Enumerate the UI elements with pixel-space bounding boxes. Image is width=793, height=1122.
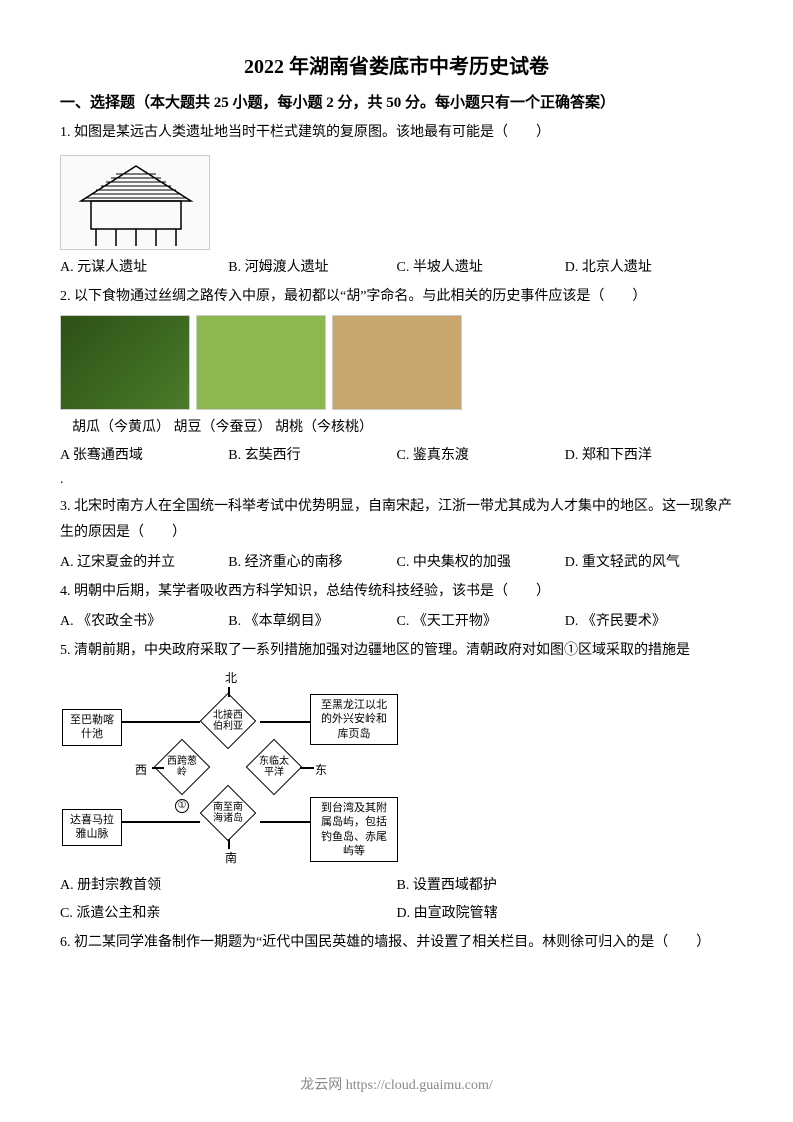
q2-images xyxy=(60,315,733,410)
q2-caption: 胡瓜（今黄瓜） 胡豆（今蚕豆） 胡桃（今核桃） xyxy=(72,416,733,436)
q5-option-b: B. 设置西域都护 xyxy=(397,874,734,894)
line-w xyxy=(152,767,164,769)
q5-option-d: D. 由宣政院管辖 xyxy=(397,902,734,922)
q5-option-a: A. 册封宗教首领 xyxy=(60,874,397,894)
box-ne: 至黑龙江以北的外兴安岭和库页岛 xyxy=(310,694,398,745)
q1-options: A. 元谋人遗址 B. 河姆渡人遗址 C. 半坡人遗址 D. 北京人遗址 xyxy=(60,256,733,276)
q4-option-b: B. 《本草纲目》 xyxy=(228,610,396,630)
q2-dot: . xyxy=(60,472,733,488)
question-3: 3. 北宋时南方人在全国统一科举考试中优势明显，自南宋起，江浙一带尤其成为人才集… xyxy=(60,494,733,544)
diamond-right: 东临太平洋 xyxy=(246,739,303,796)
diamond-bottom: 南至南海诸岛 xyxy=(200,785,257,842)
question-6: 6. 初二某同学准备制作一期题为“近代中国民英雄的墙报、并设置了相关栏目。林则徐… xyxy=(60,930,733,955)
q6-number: 6. xyxy=(60,935,71,950)
dir-west: 西 xyxy=(135,761,147,778)
dir-south: 南 xyxy=(225,849,237,866)
dir-north: 北 xyxy=(225,669,237,686)
q5-options-row2: C. 派遣公主和亲 D. 由宣政院管辖 xyxy=(60,902,733,922)
line-n xyxy=(228,687,230,697)
q4-number: 4. xyxy=(60,584,71,599)
line-nw xyxy=(122,721,200,723)
question-4: 4. 明朝中后期，某学者吸收西方科学知识，总结传统科技经验，该书是（ ） xyxy=(60,579,733,604)
q1-image xyxy=(60,155,210,250)
marker-1: ① xyxy=(175,799,189,813)
q3-text: 北宋时南方人在全国统一科举考试中优势明显，自南宋起，江浙一带尤其成为人才集中的地… xyxy=(60,499,732,539)
line-ne xyxy=(260,721,310,723)
question-2: 2. 以下食物通过丝绸之路传入中原，最初都以“胡”字命名。与此相关的历史事件应该… xyxy=(60,284,733,309)
q4-option-c: C. 《天工开物》 xyxy=(397,610,565,630)
box-se: 到台湾及其附属岛屿，包括钓鱼岛、赤尾屿等 xyxy=(310,797,398,862)
q3-option-c: C. 中央集权的加强 xyxy=(397,551,565,571)
q1-option-c: C. 半坡人遗址 xyxy=(397,256,565,276)
q2-option-c: C. 鉴真东渡 xyxy=(397,444,565,464)
q3-options: A. 辽宋夏金的并立 B. 经济重心的南移 C. 中央集权的加强 D. 重文轻武… xyxy=(60,551,733,571)
q3-option-b: B. 经济重心的南移 xyxy=(228,551,396,571)
q4-option-a: A. 《农政全书》 xyxy=(60,610,228,630)
exam-title: 2022 年湖南省娄底市中考历史试卷 xyxy=(60,50,733,79)
q2-image-bean xyxy=(196,315,326,410)
q2-text: 以下食物通过丝绸之路传入中原，最初都以“胡”字命名。与此相关的历史事件应该是（ … xyxy=(74,289,646,304)
q2-option-b: B. 玄奘西行 xyxy=(228,444,396,464)
question-1: 1. 如图是某远古人类遗址地当时干栏式建筑的复原图。该地最有可能是（ ） xyxy=(60,120,733,145)
q5-number: 5. xyxy=(60,643,71,658)
q3-option-d: D. 重文轻武的风气 xyxy=(565,551,733,571)
dir-east: 东 xyxy=(315,761,327,778)
page-footer: 龙云网 https://cloud.guaimu.com/ xyxy=(0,1074,793,1094)
q2-number: 2. xyxy=(60,289,71,304)
line-e xyxy=(300,767,314,769)
q3-option-a: A. 辽宋夏金的并立 xyxy=(60,551,228,571)
q1-option-d: D. 北京人遗址 xyxy=(565,256,733,276)
q2-options: A 张骞通西域 B. 玄奘西行 C. 鉴真东渡 D. 郑和下西洋 xyxy=(60,444,733,464)
q2-option-a: A 张骞通西域 xyxy=(60,444,228,464)
line-s xyxy=(228,839,230,849)
line-sw xyxy=(122,821,200,823)
q1-option-a: A. 元谋人遗址 xyxy=(60,256,228,276)
box-nw: 至巴勒喀什池 xyxy=(62,709,122,746)
q4-text: 明朝中后期，某学者吸收西方科学知识，总结传统科技经验，该书是（ ） xyxy=(74,584,550,599)
diamond-top: 北接西伯利亚 xyxy=(200,693,257,750)
q5-option-c: C. 派遣公主和亲 xyxy=(60,902,397,922)
q4-option-d: D. 《齐民要术》 xyxy=(565,610,733,630)
q5-text: 清朝前期，中央政府采取了一系列措施加强对边疆地区的管理。清朝政府对如图①区域采取… xyxy=(74,643,690,658)
q2-image-walnut xyxy=(332,315,462,410)
q5-options-row1: A. 册封宗教首领 B. 设置西域都护 xyxy=(60,874,733,894)
line-se xyxy=(260,821,310,823)
q5-diagram: 北 南 西 东 至巴勒喀什池 至黑龙江以北的外兴安岭和库页岛 达喜马拉雅山脉 到… xyxy=(60,669,400,864)
q6-text: 初二某同学准备制作一期题为“近代中国民英雄的墙报、并设置了相关栏目。林则徐可归入… xyxy=(74,935,710,950)
q3-number: 3. xyxy=(60,499,71,514)
q2-option-d: D. 郑和下西洋 xyxy=(565,444,733,464)
box-sw: 达喜马拉雅山脉 xyxy=(62,809,122,846)
q1-option-b: B. 河姆渡人遗址 xyxy=(228,256,396,276)
q1-text: 如图是某远古人类遗址地当时干栏式建筑的复原图。该地最有可能是（ ） xyxy=(74,125,550,140)
q2-image-cucumber xyxy=(60,315,190,410)
question-5: 5. 清朝前期，中央政府采取了一系列措施加强对边疆地区的管理。清朝政府对如图①区… xyxy=(60,638,733,663)
section-header: 一、选择题（本大题共 25 小题，每小题 2 分，共 50 分。每小题只有一个正… xyxy=(60,91,733,112)
q1-number: 1. xyxy=(60,125,71,140)
q4-options: A. 《农政全书》 B. 《本草纲目》 C. 《天工开物》 D. 《齐民要术》 xyxy=(60,610,733,630)
